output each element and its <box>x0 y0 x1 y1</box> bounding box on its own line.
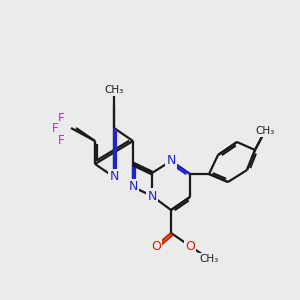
Text: F: F <box>52 122 58 136</box>
Text: F: F <box>58 134 64 146</box>
Text: F: F <box>58 112 64 124</box>
Text: N: N <box>109 170 119 184</box>
Text: CH₃: CH₃ <box>104 85 124 95</box>
Text: N: N <box>166 154 176 167</box>
Text: O: O <box>185 239 195 253</box>
Text: O: O <box>151 239 161 253</box>
Text: CH₃: CH₃ <box>200 254 219 264</box>
Text: N: N <box>128 181 138 194</box>
Text: N: N <box>147 190 157 202</box>
Text: CH₃: CH₃ <box>255 126 274 136</box>
